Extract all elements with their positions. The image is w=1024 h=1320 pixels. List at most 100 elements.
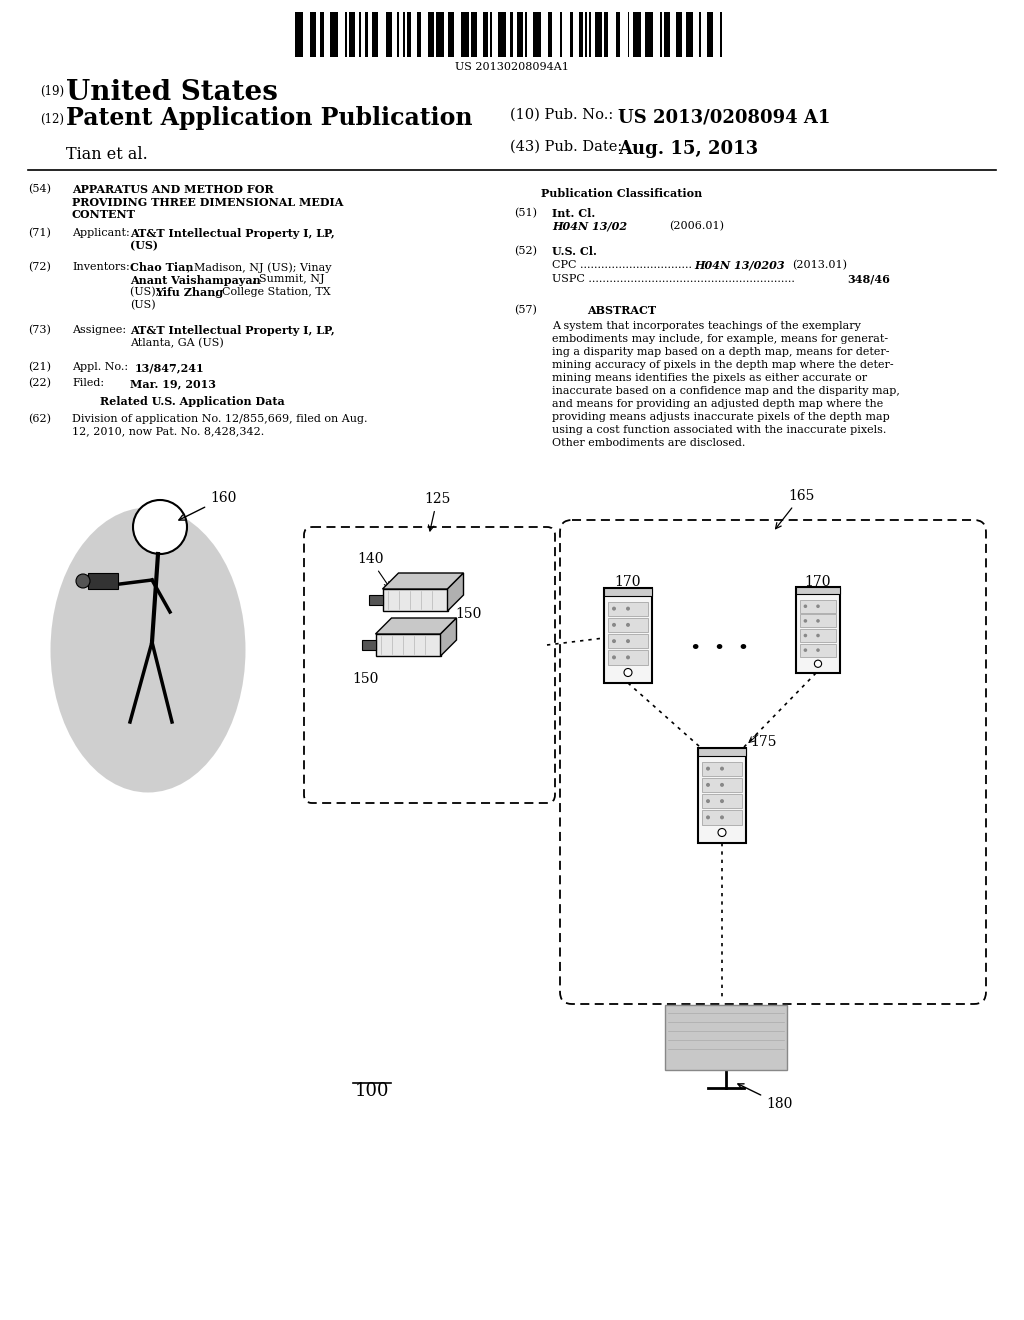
Text: (73): (73) <box>28 325 51 335</box>
Bar <box>482 12 488 57</box>
Circle shape <box>626 655 630 660</box>
Bar <box>685 12 693 57</box>
Text: 165: 165 <box>775 488 814 529</box>
Bar <box>615 12 620 57</box>
Bar <box>321 12 324 57</box>
Text: 125: 125 <box>424 492 451 531</box>
Bar <box>665 1005 787 1071</box>
Text: Patent Application Publication: Patent Application Publication <box>66 106 472 129</box>
Text: 180: 180 <box>738 1084 793 1111</box>
Text: H04N 13/02: H04N 13/02 <box>552 220 627 231</box>
Bar <box>369 595 383 605</box>
Bar <box>707 12 713 57</box>
Text: (10) Pub. No.:: (10) Pub. No.: <box>510 108 613 121</box>
Bar <box>608 634 648 648</box>
Bar <box>345 12 347 57</box>
Bar <box>310 12 316 57</box>
Text: AT&T Intellectual Property I, LP,: AT&T Intellectual Property I, LP, <box>130 325 335 337</box>
Polygon shape <box>376 618 457 634</box>
Text: Assignee:: Assignee: <box>72 325 126 335</box>
Bar <box>800 630 836 642</box>
Bar <box>702 762 742 776</box>
Text: (22): (22) <box>28 378 51 388</box>
Text: AT&T Intellectual Property I, LP,: AT&T Intellectual Property I, LP, <box>130 228 335 239</box>
Bar <box>604 587 652 595</box>
Circle shape <box>612 639 616 643</box>
Bar <box>604 12 608 57</box>
Text: (43) Pub. Date:: (43) Pub. Date: <box>510 140 623 154</box>
Bar <box>702 810 742 825</box>
Bar <box>797 587 840 594</box>
Circle shape <box>612 655 616 660</box>
Bar <box>88 573 118 589</box>
Text: 150: 150 <box>352 672 379 686</box>
Text: (71): (71) <box>28 228 51 239</box>
Bar <box>797 587 840 673</box>
Text: (51): (51) <box>514 209 537 218</box>
Text: Yifu Zhang: Yifu Zhang <box>155 286 223 298</box>
Bar <box>800 599 836 612</box>
Bar <box>702 777 742 792</box>
Text: PROVIDING THREE DIMENSIONAL MEDIA: PROVIDING THREE DIMENSIONAL MEDIA <box>72 197 343 207</box>
Text: 170: 170 <box>614 576 641 589</box>
Circle shape <box>718 829 726 837</box>
Bar <box>580 12 583 57</box>
Circle shape <box>804 619 807 623</box>
Text: Related U.S. Application Data: Related U.S. Application Data <box>100 396 285 407</box>
Bar <box>665 12 670 57</box>
Bar <box>800 615 836 627</box>
Text: U.S. Cl.: U.S. Cl. <box>552 246 597 257</box>
Circle shape <box>76 574 90 587</box>
Circle shape <box>814 660 821 668</box>
Bar <box>525 12 527 57</box>
Bar <box>628 12 630 57</box>
Bar <box>373 12 378 57</box>
Text: Division of application No. 12/855,669, filed on Aug.: Division of application No. 12/855,669, … <box>72 414 368 424</box>
Circle shape <box>626 639 630 643</box>
Circle shape <box>612 607 616 611</box>
Text: (62): (62) <box>28 414 51 424</box>
Bar <box>702 795 742 808</box>
Bar <box>490 12 493 57</box>
Circle shape <box>706 816 710 820</box>
Bar <box>358 12 360 57</box>
Text: APPARATUS AND METHOD FOR: APPARATUS AND METHOD FOR <box>72 183 273 195</box>
Text: (19): (19) <box>40 84 65 98</box>
Text: 170: 170 <box>805 576 831 589</box>
Text: Applicant:: Applicant: <box>72 228 130 238</box>
Circle shape <box>816 619 820 623</box>
Circle shape <box>706 767 710 771</box>
Circle shape <box>804 648 807 652</box>
Text: Atlanta, GA (US): Atlanta, GA (US) <box>130 338 224 348</box>
Bar <box>608 602 648 615</box>
Bar <box>800 644 836 656</box>
Text: 150: 150 <box>443 607 481 635</box>
Circle shape <box>816 634 820 638</box>
Text: 160: 160 <box>179 491 237 520</box>
Circle shape <box>706 799 710 803</box>
Circle shape <box>612 623 616 627</box>
Polygon shape <box>383 573 464 589</box>
Text: (US): (US) <box>130 240 158 252</box>
Circle shape <box>720 799 724 803</box>
Bar <box>447 12 454 57</box>
Text: 12, 2010, now Pat. No. 8,428,342.: 12, 2010, now Pat. No. 8,428,342. <box>72 426 264 437</box>
Text: US 2013/0208094 A1: US 2013/0208094 A1 <box>618 108 830 125</box>
Bar <box>698 747 746 842</box>
Text: 13/847,241: 13/847,241 <box>135 362 205 374</box>
Text: (2013.01): (2013.01) <box>792 260 847 271</box>
Bar <box>498 12 506 57</box>
Text: , Summit, NJ: , Summit, NJ <box>252 275 325 285</box>
Text: •  •  •: • • • <box>690 640 750 657</box>
Bar <box>633 12 641 57</box>
Text: H04N 13/0203: H04N 13/0203 <box>694 260 784 271</box>
Text: 100: 100 <box>354 1082 389 1100</box>
Text: Tian et al.: Tian et al. <box>66 147 147 162</box>
Text: ABSTRACT: ABSTRACT <box>588 305 656 315</box>
Bar <box>361 640 376 649</box>
Circle shape <box>804 605 807 609</box>
Text: (12): (12) <box>40 114 63 125</box>
Text: (21): (21) <box>28 362 51 372</box>
Bar <box>397 12 399 57</box>
Text: United States: United States <box>66 79 278 106</box>
